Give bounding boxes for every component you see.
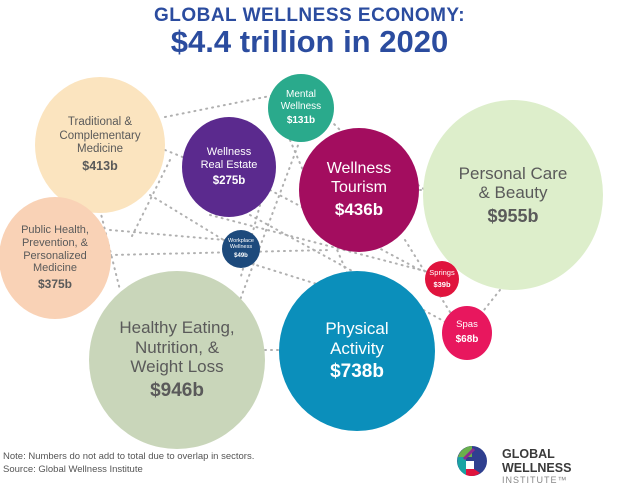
source-text: Source: Global Wellness Institute xyxy=(3,464,143,475)
bubble-value: $49b xyxy=(234,253,248,260)
bubble-label: Physical xyxy=(325,319,389,339)
bubble-workplace: Workplace Wellness $49b xyxy=(222,230,260,268)
bubble-label: Activity xyxy=(330,338,384,358)
bubble-value: $68b xyxy=(455,334,479,346)
bubble-label: Complementary xyxy=(59,129,141,142)
bubble-spas: Spas $68b xyxy=(442,306,492,360)
bubble-label: Tourism xyxy=(330,178,387,196)
bubble-label: Spas xyxy=(456,319,478,331)
bubble-personal-care: Personal Care & Beauty $955b xyxy=(423,100,603,290)
bubble-value: $375b xyxy=(37,276,73,291)
gwi-logo-text: GLOBAL WELLNESS INSTITUTE™ xyxy=(502,447,619,485)
bubble-label: Workplace xyxy=(228,237,254,244)
bubble-springs: Springs $39b xyxy=(425,261,459,297)
note-text: Note: Numbers do not add to total due to… xyxy=(3,451,255,462)
bubble-label: Personal Care xyxy=(458,163,568,183)
bubble-physical: Physical Activity $738b xyxy=(279,271,435,431)
bubble-value: $436b xyxy=(334,200,384,220)
bubble-label: Mental xyxy=(285,89,316,101)
bubble-healthy-eating: Healthy Eating, Nutrition, & Weight Loss $9… xyxy=(89,271,265,449)
bubble-label: Healthy Eating, xyxy=(119,318,235,338)
bubble-value: $131b xyxy=(286,115,316,127)
bubble-label: & Beauty xyxy=(478,183,548,203)
bubble-label: Prevention, & xyxy=(21,236,89,249)
bubble-label: Traditional & xyxy=(67,116,133,129)
bubble-value: $39b xyxy=(433,279,451,289)
title-line1: GLOBAL WELLNESS ECONOMY: xyxy=(153,5,466,26)
bubble-label: Personalized xyxy=(23,249,87,262)
bubble-label: Real Estate xyxy=(200,158,258,171)
title-line2: $4.4 trillion in 2020 xyxy=(170,24,449,59)
bubble-label: Wellness xyxy=(326,160,392,178)
logo-line1: GLOBAL WELLNESS xyxy=(502,447,572,475)
bubble-label: Medicine xyxy=(76,142,124,155)
bubble-tourism: Wellness Tourism $436b xyxy=(299,128,419,252)
bubble-label: Weight Loss xyxy=(130,357,224,377)
bubble-value: $413b xyxy=(82,159,118,174)
gwi-logo-icon xyxy=(457,446,487,476)
bubble-real-estate: Wellness Real Estate $275b xyxy=(182,117,276,217)
bubble-traditional: Traditional & Complementary Medicine $413b xyxy=(35,77,165,213)
bubble-label: Springs xyxy=(429,267,455,277)
bubble-label: Wellness xyxy=(280,100,322,112)
bubble-mental: Mental Wellness $131b xyxy=(268,74,334,142)
bubble-value: $955b xyxy=(487,205,539,226)
bubble-value: $946b xyxy=(150,379,204,401)
bubble-label: Wellness xyxy=(206,146,252,159)
bubble-value: $275b xyxy=(212,174,246,187)
bubble-label: Wellness xyxy=(229,244,253,251)
bubble-public-health: Public Health, Prevention, & Personalized M… xyxy=(0,197,111,319)
logo-line2: INSTITUTE™ xyxy=(502,475,568,485)
bubble-label: Public Health, xyxy=(21,224,89,237)
bubble-value: $738b xyxy=(330,361,384,383)
bubble-label: Medicine xyxy=(32,262,78,275)
bubble-label: Nutrition, & xyxy=(134,337,220,357)
